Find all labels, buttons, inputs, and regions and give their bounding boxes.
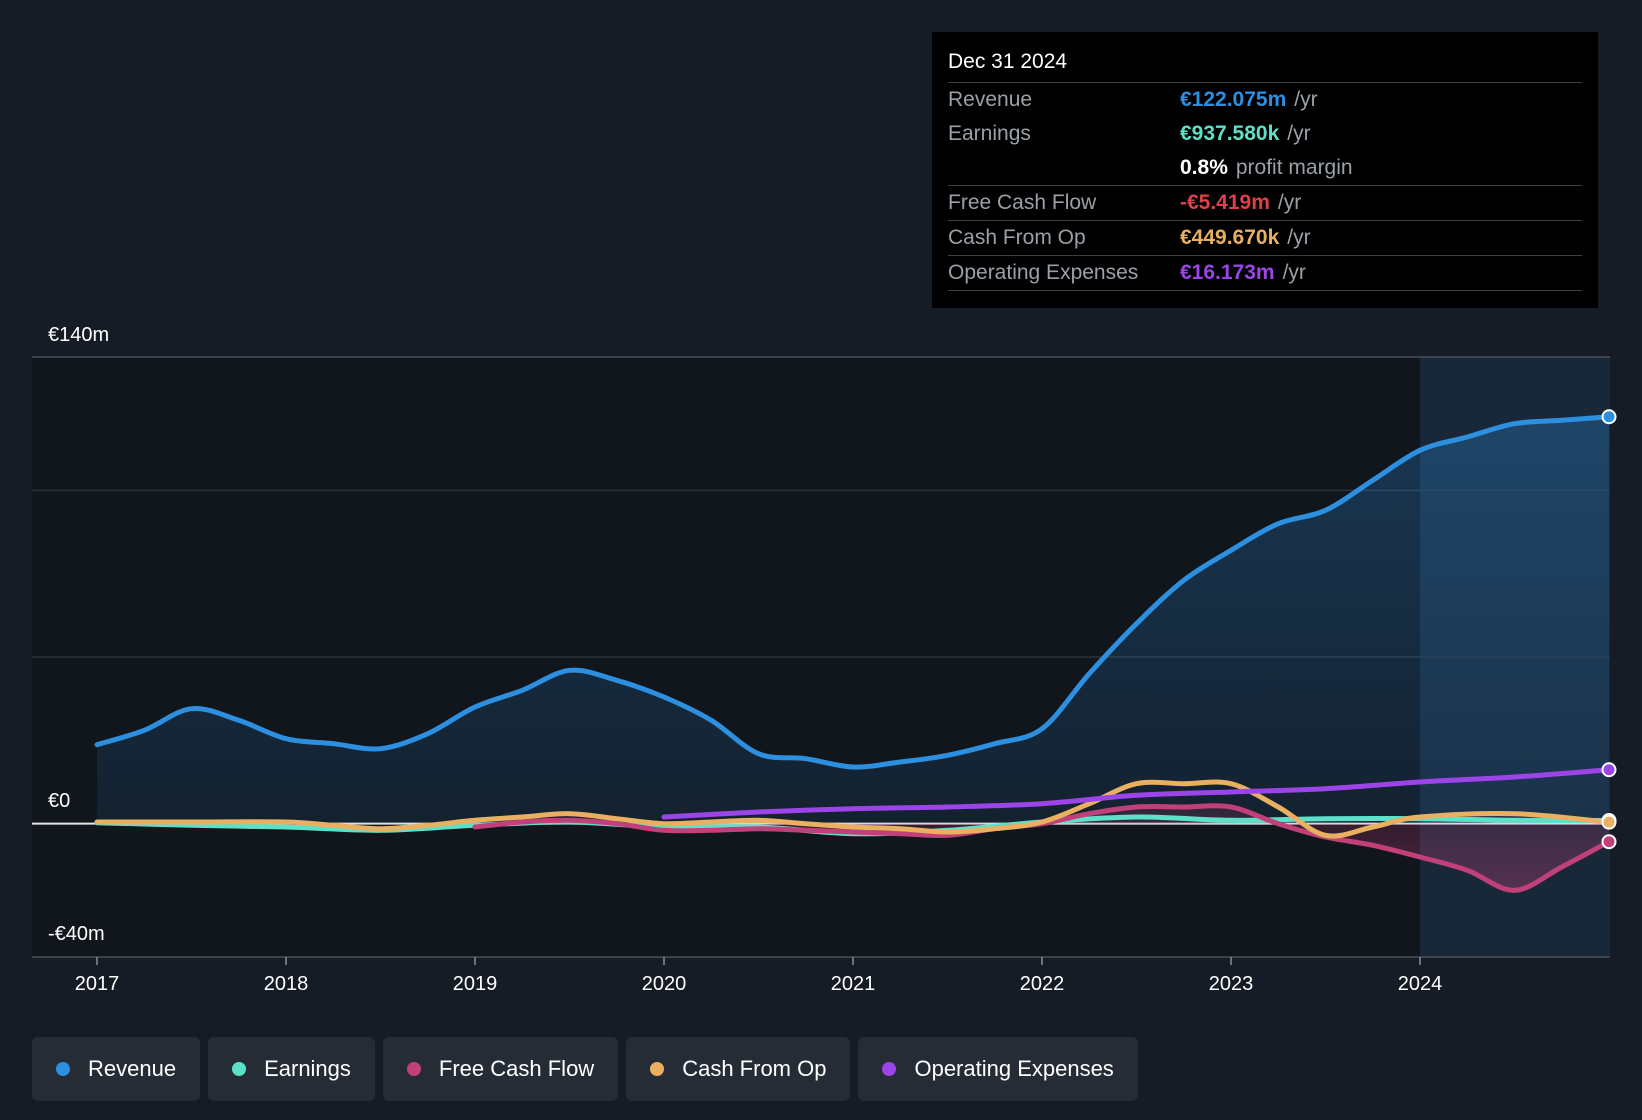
series-end-point-free-cash-flow: [1601, 834, 1617, 850]
legend-label: Cash From Op: [682, 1056, 827, 1081]
legend-label: Revenue: [88, 1056, 177, 1081]
tooltip-row-cash-from-op: Cash From Op €449.670k /yr: [948, 220, 1582, 255]
series-end-point-cash-from-op: [1601, 814, 1617, 830]
tooltip-row-profit-margin: 0.8% profit margin: [948, 151, 1582, 185]
tooltip-unit: /yr: [1282, 261, 1306, 284]
series-line-revenue: [94, 414, 1612, 770]
tooltip-date: Dec 31 2024: [948, 50, 1068, 73]
y-label-zero: €0: [48, 790, 70, 812]
tooltip-value: €937.580k: [1180, 122, 1280, 145]
legend-item-free-cash-flow[interactable]: Free Cash Flow: [382, 1037, 619, 1101]
tooltip-row-revenue: Revenue €122.075m /yr: [948, 82, 1582, 117]
tooltip-label: Cash From Op: [948, 226, 1086, 249]
x-tick-label: 2024: [1398, 973, 1443, 995]
y-label-top: €140m: [48, 324, 109, 346]
legend-item-operating-expenses[interactable]: Operating Expenses: [858, 1037, 1138, 1101]
legend-dot-icon: [882, 1062, 897, 1076]
tooltip-label: Earnings: [948, 122, 1031, 145]
x-tick-label: 2022: [1020, 973, 1065, 995]
tooltip-row-free-cash-flow: Free Cash Flow -€5.419m /yr: [948, 185, 1582, 220]
tooltip-unit: profit margin: [1235, 156, 1353, 179]
y-label-bottom: -€40m: [48, 923, 105, 945]
x-tick-label: 2021: [831, 973, 876, 995]
tooltip-unit: /yr: [1287, 226, 1311, 249]
tooltip-value: €122.075m: [1180, 88, 1287, 111]
tooltip-row-earnings: Earnings €937.580k /yr: [948, 117, 1582, 151]
legend-item-revenue[interactable]: Revenue: [32, 1037, 201, 1101]
x-tick-label: 2020: [642, 973, 687, 995]
legend-dot-icon: [56, 1062, 70, 1076]
x-tick-label: 2019: [453, 973, 498, 995]
tooltip: Dec 31 2024 Revenue €122.075m /yr Earnin…: [932, 32, 1598, 308]
tooltip-unit: /yr: [1294, 88, 1318, 111]
tooltip-row-operating-expenses: Operating Expenses €16.173m /yr: [948, 255, 1582, 291]
series-area-revenue: [97, 416, 1609, 824]
tooltip-label: Revenue: [948, 88, 1033, 111]
tooltip-unit: /yr: [1277, 191, 1302, 214]
chart: 2017 2018 2019 2020 2021 2022 2023 2024 €140m €…: [32, 324, 1617, 995]
series-end-point-revenue: [1601, 409, 1617, 425]
tooltip-label: Free Cash Flow: [948, 191, 1097, 214]
tooltip-unit: /yr: [1287, 122, 1311, 145]
legend-dot-icon: [650, 1062, 665, 1076]
x-tick-label: 2023: [1209, 973, 1254, 995]
series-end-point-operating-expenses: [1601, 762, 1617, 778]
legend-label: Operating Expenses: [914, 1056, 1114, 1081]
x-tick-label: 2017: [75, 973, 120, 995]
x-tick-label: 2018: [264, 973, 309, 995]
series-line-operating-expenses: [661, 767, 1612, 820]
tooltip-value: -€5.419m: [1180, 191, 1270, 214]
legend-label: Free Cash Flow: [438, 1056, 595, 1081]
legend-item-cash-from-op[interactable]: Cash From Op: [626, 1037, 851, 1101]
tooltip-label: Operating Expenses: [948, 261, 1139, 284]
series-line-cash-from-op: [94, 779, 1612, 839]
tooltip-value: 0.8%: [1180, 156, 1228, 179]
legend: Revenue Earnings Free Cash Flow Cash Fro…: [32, 1037, 1146, 1101]
tooltip-value: €449.670k: [1180, 226, 1280, 249]
legend-dot-icon: [406, 1062, 421, 1076]
legend-dot-icon: [232, 1062, 247, 1076]
legend-label: Earnings: [264, 1056, 351, 1081]
legend-item-earnings[interactable]: Earnings: [208, 1037, 375, 1101]
tooltip-value: €16.173m: [1180, 261, 1275, 284]
